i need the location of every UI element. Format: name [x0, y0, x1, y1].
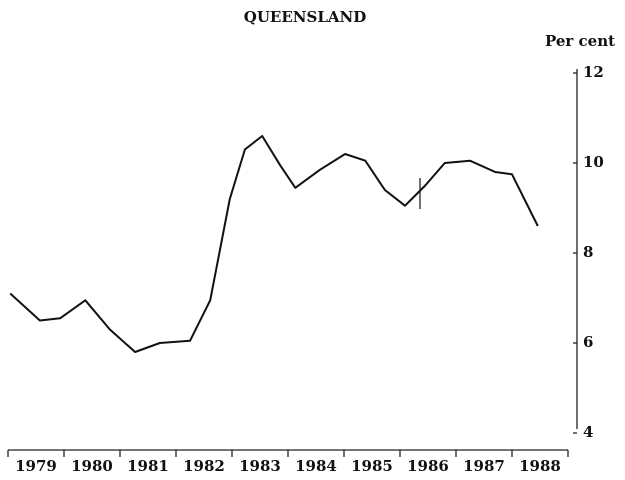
y-tick-label: 8	[583, 243, 593, 261]
x-tick-label: 1984	[295, 457, 337, 475]
x-tick-label: 1985	[351, 457, 393, 475]
x-tick-label: 1979	[15, 457, 57, 475]
y-tick-label: 12	[583, 63, 604, 81]
x-tick-label: 1983	[239, 457, 281, 475]
x-tick-label: 1981	[127, 457, 169, 475]
y-axis-label: Per cent	[545, 32, 615, 50]
chart-title: QUEENSLAND	[244, 8, 366, 26]
line-series	[9, 135, 539, 353]
x-tick-label: 1982	[183, 457, 225, 475]
y-tick-label: 6	[583, 333, 593, 351]
x-tick-label: 1987	[463, 457, 505, 475]
y-tick-label: 4	[583, 423, 593, 441]
x-tick-label: 1980	[71, 457, 113, 475]
x-tick-label: 1988	[519, 457, 561, 475]
y-tick-label: 10	[583, 153, 604, 171]
x-tick-label: 1986	[407, 457, 449, 475]
